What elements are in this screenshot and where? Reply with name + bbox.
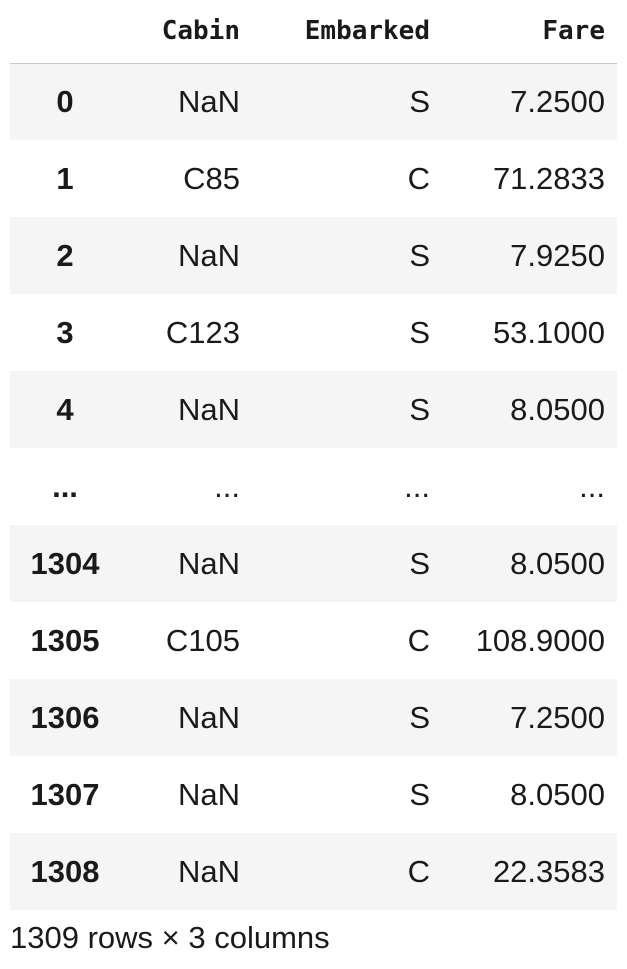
- cell-cabin: NaN: [177, 237, 240, 273]
- cell-cabin: NaN: [177, 699, 240, 735]
- header-cabin: Cabin: [161, 16, 240, 47]
- cell-fare: 71.2833: [492, 160, 605, 196]
- header-row: Cabin Embarked Fare: [10, 0, 617, 63]
- row-index: 0: [56, 83, 74, 119]
- cell-fare: 7.9250: [510, 237, 605, 273]
- header-index: [10, 0, 120, 63]
- cell-cabin: C85: [183, 160, 240, 196]
- cell-embarked: C: [407, 622, 430, 658]
- cell-cabin: NaN: [177, 776, 240, 812]
- table-row: 4 NaN S 8.0500: [10, 371, 617, 448]
- cell-cabin: C123: [165, 314, 240, 350]
- table-row: 1308 NaN C 22.3583: [10, 833, 617, 910]
- cell-fare: 7.2500: [510, 83, 605, 119]
- dataframe-table: Cabin Embarked Fare 0 NaN S 7.2500 1 C85…: [10, 0, 617, 910]
- table-header: Cabin Embarked Fare: [10, 0, 617, 63]
- cell-fare: 8.0500: [510, 776, 605, 812]
- row-index: 1308: [30, 853, 100, 889]
- header-embarked: Embarked: [304, 16, 430, 47]
- cell-fare: 53.1000: [492, 314, 605, 350]
- row-index: 1307: [30, 776, 100, 812]
- row-index: 4: [56, 391, 74, 427]
- table-row: 0 NaN S 7.2500: [10, 63, 617, 140]
- cell-cabin: NaN: [177, 545, 240, 581]
- row-index: 1: [56, 160, 74, 196]
- table-row: 1305 C105 C 108.9000: [10, 602, 617, 679]
- cell-embarked: S: [409, 391, 430, 427]
- cell-embarked: ...: [404, 468, 430, 504]
- cell-embarked: S: [409, 314, 430, 350]
- cell-fare: ...: [579, 468, 605, 504]
- header-fare: Fare: [542, 16, 605, 47]
- table-row: 1 C85 C 71.2833: [10, 140, 617, 217]
- cell-embarked: C: [407, 853, 430, 889]
- cell-fare: 7.2500: [510, 699, 605, 735]
- cell-embarked: S: [409, 83, 430, 119]
- row-index: 1304: [30, 545, 100, 581]
- cell-cabin: NaN: [177, 83, 240, 119]
- row-index: 1305: [30, 622, 100, 658]
- cell-cabin: C105: [165, 622, 240, 658]
- cell-fare: 8.0500: [510, 391, 605, 427]
- row-index: 1306: [30, 699, 100, 735]
- cell-cabin: NaN: [177, 853, 240, 889]
- row-index: 2: [56, 237, 74, 273]
- dataframe-output: Cabin Embarked Fare 0 NaN S 7.2500 1 C85…: [10, 0, 617, 910]
- table-row: 1306 NaN S 7.2500: [10, 679, 617, 756]
- cell-embarked: S: [409, 237, 430, 273]
- cell-embarked: S: [409, 699, 430, 735]
- cell-cabin: ...: [214, 468, 240, 504]
- cell-fare: 8.0500: [510, 545, 605, 581]
- cell-embarked: C: [407, 160, 430, 196]
- row-index: 3: [56, 314, 74, 350]
- table-row: 2 NaN S 7.9250: [10, 217, 617, 294]
- cell-fare: 22.3583: [492, 853, 605, 889]
- table-row: 1304 NaN S 8.0500: [10, 525, 617, 602]
- table-row-ellipsis: ... ... ... ...: [10, 448, 617, 525]
- dataframe-shape-caption: 1309 rows × 3 columns: [10, 920, 330, 955]
- table-row: 3 C123 S 53.1000: [10, 294, 617, 371]
- cell-fare: 108.9000: [475, 622, 605, 658]
- cell-embarked: S: [409, 776, 430, 812]
- table-row: 1307 NaN S 8.0500: [10, 756, 617, 833]
- cell-cabin: NaN: [177, 391, 240, 427]
- row-index: ...: [52, 468, 78, 504]
- cell-embarked: S: [409, 545, 430, 581]
- table-body: 0 NaN S 7.2500 1 C85 C 71.2833 2 NaN S 7…: [10, 63, 617, 910]
